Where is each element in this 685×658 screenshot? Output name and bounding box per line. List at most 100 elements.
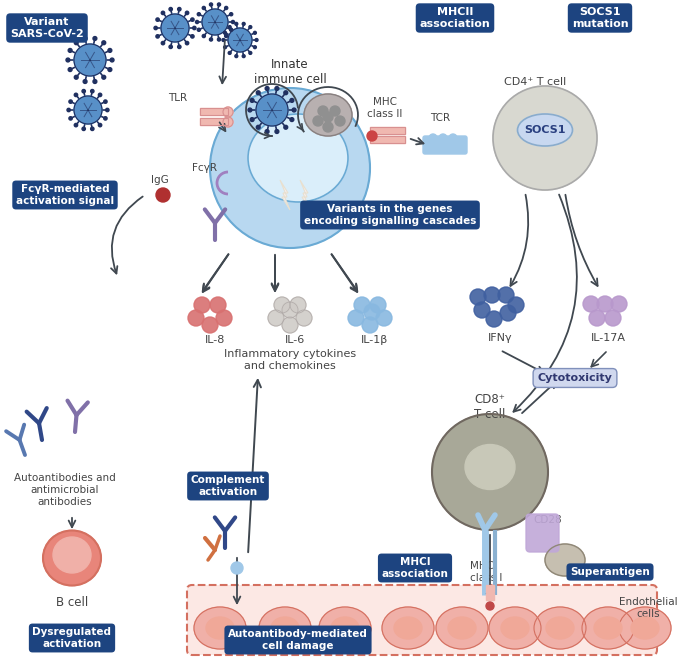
Circle shape (190, 35, 194, 38)
FancyBboxPatch shape (526, 514, 559, 552)
Circle shape (186, 11, 189, 14)
Circle shape (242, 22, 245, 25)
Circle shape (222, 39, 225, 41)
Circle shape (248, 108, 252, 112)
Circle shape (188, 310, 204, 326)
Text: IFNγ: IFNγ (488, 333, 512, 343)
Text: IL-1β: IL-1β (362, 335, 388, 345)
Text: MHC
class I: MHC class I (470, 561, 502, 583)
Circle shape (74, 41, 78, 45)
Text: B cell: B cell (56, 597, 88, 609)
Circle shape (108, 68, 112, 72)
Text: Innate
immune cell: Innate immune cell (253, 58, 326, 86)
Circle shape (210, 3, 212, 6)
Bar (486, 593, 494, 600)
Circle shape (216, 310, 232, 326)
Circle shape (217, 38, 221, 41)
Text: TLR: TLR (169, 93, 188, 103)
Text: Endothelial
cells: Endothelial cells (619, 597, 677, 619)
Text: MHC
class II: MHC class II (367, 97, 403, 119)
Bar (200, 118, 228, 125)
Text: Autoantibody-mediated
cell damage: Autoantibody-mediated cell damage (228, 629, 368, 651)
Text: Autoantibodies and
antimicrobial
antibodies: Autoantibodies and antimicrobial antibod… (14, 473, 116, 507)
Text: IgG: IgG (151, 175, 169, 185)
Text: Superantigen: Superantigen (570, 567, 650, 577)
Circle shape (68, 49, 72, 53)
Bar (200, 108, 228, 115)
Bar (370, 127, 405, 134)
Text: IL-6: IL-6 (285, 335, 305, 345)
Text: Complement
activation: Complement activation (191, 475, 265, 497)
Circle shape (256, 94, 288, 126)
Ellipse shape (546, 617, 574, 639)
Circle shape (274, 297, 290, 313)
Bar (200, 118, 228, 125)
Circle shape (242, 55, 245, 58)
Circle shape (290, 118, 294, 122)
Circle shape (82, 127, 86, 130)
Circle shape (292, 108, 296, 112)
Circle shape (194, 297, 210, 313)
Circle shape (225, 7, 227, 9)
Circle shape (192, 26, 196, 30)
Ellipse shape (382, 607, 434, 649)
Circle shape (83, 37, 87, 40)
Circle shape (74, 96, 102, 124)
Circle shape (93, 37, 97, 40)
Circle shape (256, 125, 260, 129)
Ellipse shape (194, 607, 246, 649)
Circle shape (500, 305, 516, 321)
Circle shape (82, 89, 86, 93)
Circle shape (156, 188, 170, 202)
Bar (370, 127, 405, 134)
Text: SOCS1
mutation: SOCS1 mutation (572, 7, 628, 29)
Ellipse shape (619, 607, 671, 649)
Circle shape (282, 302, 298, 318)
Circle shape (68, 68, 72, 72)
Circle shape (229, 28, 233, 32)
Bar (200, 108, 228, 115)
Circle shape (282, 317, 298, 333)
Ellipse shape (394, 617, 422, 639)
Circle shape (161, 11, 164, 14)
Circle shape (202, 9, 228, 35)
Circle shape (102, 76, 105, 79)
Ellipse shape (271, 617, 299, 639)
Circle shape (225, 34, 227, 38)
Ellipse shape (501, 617, 529, 639)
Circle shape (202, 317, 218, 333)
Circle shape (223, 32, 227, 34)
Circle shape (439, 134, 447, 142)
Circle shape (103, 100, 107, 103)
Circle shape (284, 91, 288, 95)
Ellipse shape (517, 114, 573, 146)
Circle shape (313, 116, 323, 126)
Circle shape (69, 100, 73, 103)
Circle shape (177, 7, 181, 11)
Circle shape (102, 41, 105, 45)
Circle shape (330, 106, 340, 116)
Text: IL-8: IL-8 (205, 335, 225, 345)
Ellipse shape (248, 114, 348, 202)
Text: CD4⁺ T cell: CD4⁺ T cell (504, 77, 566, 87)
FancyBboxPatch shape (423, 136, 467, 154)
Ellipse shape (259, 607, 311, 649)
Circle shape (354, 297, 370, 313)
Ellipse shape (331, 617, 359, 639)
Ellipse shape (319, 607, 371, 649)
Circle shape (250, 118, 254, 122)
Ellipse shape (534, 607, 586, 649)
Circle shape (69, 116, 73, 120)
Circle shape (108, 49, 112, 53)
Circle shape (432, 414, 548, 530)
Circle shape (93, 80, 97, 84)
Circle shape (268, 310, 284, 326)
Circle shape (323, 112, 333, 122)
Ellipse shape (489, 607, 541, 649)
Circle shape (275, 130, 279, 134)
Polygon shape (300, 180, 310, 210)
Text: SOCS1: SOCS1 (524, 125, 566, 135)
Circle shape (66, 58, 70, 62)
Circle shape (169, 45, 173, 49)
Circle shape (231, 562, 243, 574)
